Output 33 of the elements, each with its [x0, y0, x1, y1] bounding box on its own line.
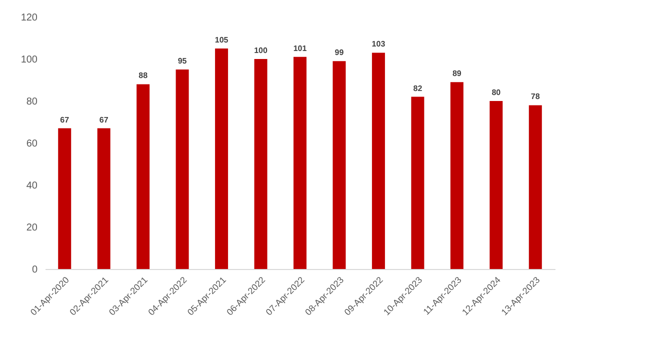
bar	[215, 48, 228, 269]
data-label: 82	[413, 84, 423, 93]
bar	[254, 59, 268, 269]
data-label: 103	[372, 40, 386, 49]
bar	[97, 128, 110, 269]
bar	[528, 105, 542, 269]
bar	[490, 101, 503, 269]
data-label: 80	[492, 88, 502, 97]
y-tick-label: 120	[20, 12, 38, 24]
y-tick-label: 60	[26, 138, 38, 150]
data-label: 88	[138, 71, 148, 80]
bar	[294, 56, 306, 269]
y-tick-label: 20	[26, 222, 38, 234]
bar	[332, 61, 346, 269]
y-tick-label: 80	[26, 96, 38, 108]
bar	[176, 70, 189, 269]
bar	[450, 82, 464, 269]
data-label: 101	[293, 44, 308, 53]
data-label: 95	[178, 56, 188, 66]
data-label: 99	[334, 48, 344, 58]
data-label: 67	[99, 115, 109, 124]
y-tick-label: 100	[20, 54, 38, 66]
data-label: 100	[254, 46, 268, 55]
bar	[58, 128, 72, 269]
y-tick-label: 40	[26, 180, 38, 192]
data-label: 105	[214, 36, 229, 44]
bar	[372, 52, 385, 269]
bar	[136, 84, 150, 269]
y-tick-label: 0	[32, 264, 38, 276]
data-label: 67	[60, 115, 70, 124]
data-label: 89	[452, 69, 462, 78]
bar	[411, 96, 424, 269]
data-label: 78	[530, 92, 540, 102]
